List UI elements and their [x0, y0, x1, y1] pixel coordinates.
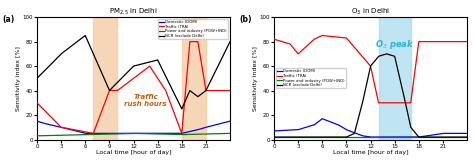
- Title: O$_3$ in Delhi: O$_3$ in Delhi: [351, 7, 390, 17]
- X-axis label: Local time [hour of day]: Local time [hour of day]: [333, 150, 408, 155]
- Text: Traffic
rush hours: Traffic rush hours: [124, 94, 167, 107]
- Bar: [93, 17, 118, 139]
- Title: PM$_{2.5}$ in Delhi: PM$_{2.5}$ in Delhi: [109, 7, 158, 17]
- Legend: Domestic (DOM), Traffic (TRA), Power and industry (POW+IND), NCR (exclude Delhi): Domestic (DOM), Traffic (TRA), Power and…: [276, 68, 346, 88]
- X-axis label: Local time [hour of day]: Local time [hour of day]: [96, 150, 171, 155]
- Legend: Domestic (DOM), Traffic (TRA), Power and industry (POW+IND), NCR (exclude Delhi): Domestic (DOM), Traffic (TRA), Power and…: [158, 19, 228, 39]
- Y-axis label: Sensitivity index [%]: Sensitivity index [%]: [16, 46, 21, 111]
- Bar: [182, 17, 206, 139]
- Y-axis label: Sensitivity index [%]: Sensitivity index [%]: [253, 46, 258, 111]
- Text: O$_3$ peak: O$_3$ peak: [375, 38, 414, 51]
- Text: (a): (a): [2, 15, 15, 24]
- Text: (b): (b): [239, 15, 252, 24]
- Bar: [379, 17, 411, 139]
